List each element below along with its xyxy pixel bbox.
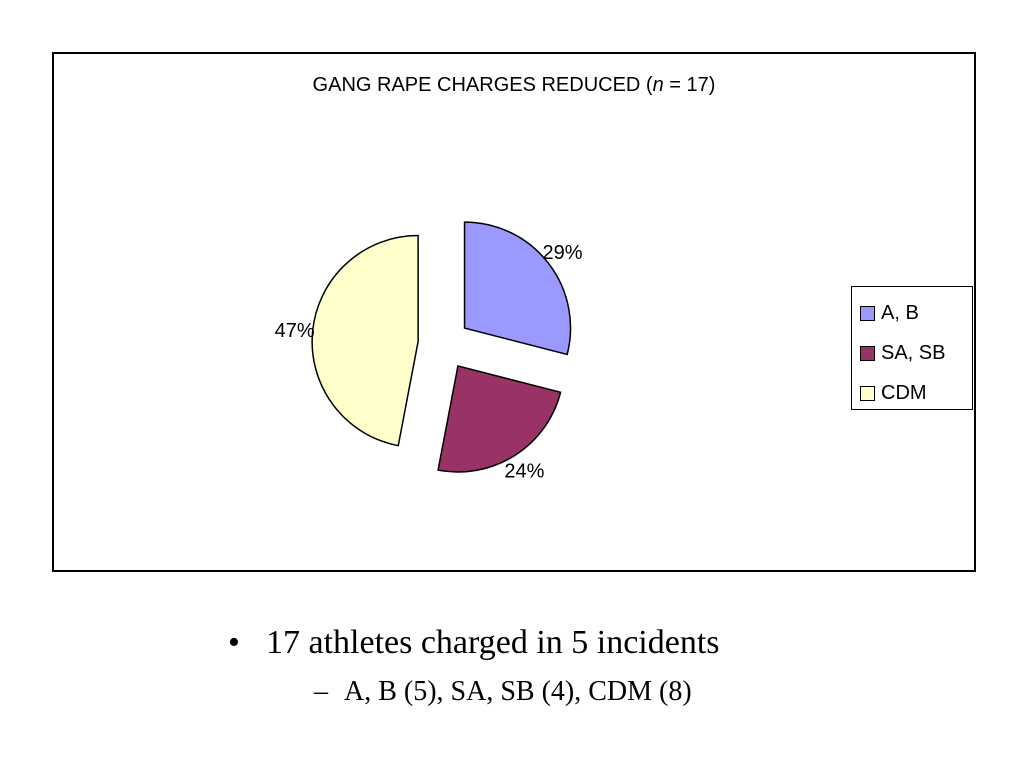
slice-sa-sb-label: 24%	[504, 461, 544, 483]
bullet-main-text: 17 athletes charged in 5 incidents	[266, 624, 720, 661]
pie-chart: 29% 24% 47%	[275, 221, 583, 483]
chart-frame: GANG RAPE CHARGES REDUCED (n = 17) 29% 24…	[52, 52, 976, 572]
chart-title-main: GANG RAPE CHARGES REDUCED (	[312, 74, 653, 96]
legend-item-cdm: CDM	[860, 373, 972, 413]
slice-sa-sb	[437, 365, 562, 473]
bullet-marker: •	[228, 624, 240, 661]
legend-swatch-a-b	[860, 305, 875, 321]
legend-label-sa-sb: SA, SB	[881, 341, 946, 364]
chart-title-rest: = 17)	[663, 74, 716, 96]
legend-item-a-b: A, B	[860, 293, 972, 333]
slice-a-b-label: 29%	[543, 242, 583, 264]
legend-swatch-cdm	[860, 385, 875, 401]
bullet-main: • 17 athletes charged in 5 incidents	[228, 624, 720, 662]
slice-cdm-label: 47%	[275, 320, 315, 342]
chart-title-variable: n	[652, 74, 664, 96]
legend-label-cdm: CDM	[881, 381, 927, 404]
bullet-sub-text: A, B (5), SA, SB (4), CDM (8)	[344, 676, 692, 707]
legend-label-a-b: A, B	[881, 301, 919, 324]
bullet-sub: – A, B (5), SA, SB (4), CDM (8)	[314, 676, 692, 708]
bullet-sub-marker: –	[314, 676, 328, 707]
slice-a-b	[463, 221, 572, 356]
chart-title: GANG RAPE CHARGES REDUCED (n = 17)	[54, 74, 974, 97]
legend-item-sa-sb: SA, SB	[860, 333, 972, 373]
chart-legend: A, B SA, SB CDM	[851, 286, 973, 410]
slice-cdm	[311, 234, 419, 447]
legend-swatch-sa-sb	[860, 345, 875, 361]
